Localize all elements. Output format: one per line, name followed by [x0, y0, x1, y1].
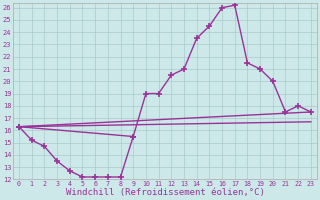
X-axis label: Windchill (Refroidissement éolien,°C): Windchill (Refroidissement éolien,°C)	[66, 188, 264, 197]
